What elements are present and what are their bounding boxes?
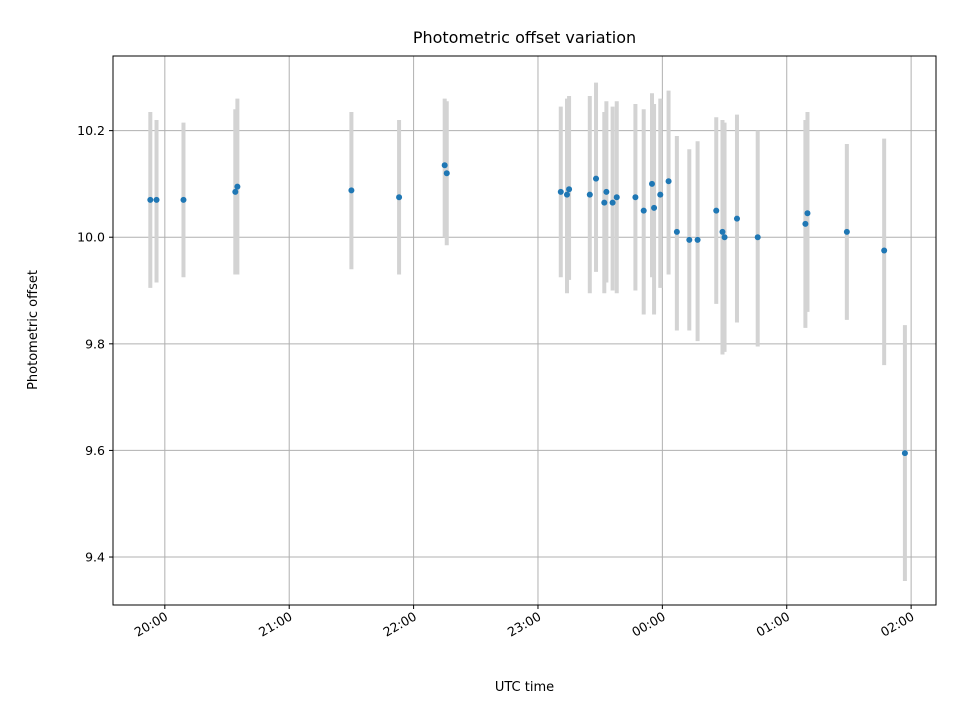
data-point xyxy=(754,234,761,241)
x-tick-label: 21:00 xyxy=(256,609,295,640)
data-point xyxy=(665,178,672,185)
data-point xyxy=(180,196,187,203)
error-bars xyxy=(148,82,907,582)
y-axis-label: Photometric offset xyxy=(26,270,41,390)
data-point xyxy=(632,194,639,201)
data-point xyxy=(651,204,658,211)
data-point xyxy=(603,188,610,195)
x-axis: 20:00 21:00 22:00 23:00 00:00 01:00 02:00 xyxy=(132,605,917,640)
data-point xyxy=(804,210,811,217)
y-tick-label: 9.6 xyxy=(85,443,105,458)
data-point xyxy=(586,191,593,198)
data-point xyxy=(609,199,616,206)
data-point xyxy=(713,207,720,214)
y-axis: 9.4 9.6 9.8 10.0 10.2 xyxy=(77,123,113,565)
grid xyxy=(113,56,936,605)
x-tick-label: 01:00 xyxy=(754,609,793,640)
data-point xyxy=(694,236,701,243)
data-point xyxy=(657,191,664,198)
data-point xyxy=(601,199,608,206)
x-tick-label: 22:00 xyxy=(380,609,419,640)
data-points xyxy=(147,162,908,457)
x-axis-label: UTC time xyxy=(495,680,554,695)
data-point xyxy=(648,180,655,187)
x-tick-label: 20:00 xyxy=(132,609,171,640)
data-point xyxy=(802,220,809,227)
data-point xyxy=(640,207,647,214)
y-tick-label: 10.2 xyxy=(77,123,105,138)
data-point xyxy=(396,194,403,201)
plot-frame xyxy=(112,55,937,606)
chart-title: Photometric offset variation xyxy=(413,28,636,47)
data-point xyxy=(721,234,728,241)
data-point xyxy=(901,450,908,457)
y-tick-label: 9.4 xyxy=(85,550,105,565)
data-point xyxy=(441,162,448,169)
data-point xyxy=(443,170,450,177)
x-tick-label: 00:00 xyxy=(629,609,668,640)
data-point xyxy=(153,196,160,203)
data-point xyxy=(593,175,600,182)
y-tick-label: 10.0 xyxy=(77,230,105,245)
data-point xyxy=(557,188,564,195)
data-point xyxy=(881,247,888,254)
data-point xyxy=(232,188,239,195)
data-point xyxy=(348,187,355,194)
data-point xyxy=(234,183,241,190)
data-point xyxy=(843,228,850,235)
x-tick-label: 02:00 xyxy=(878,609,917,640)
data-point xyxy=(566,186,573,193)
y-tick-label: 9.8 xyxy=(85,336,105,351)
data-point xyxy=(673,228,680,235)
x-tick-label: 23:00 xyxy=(505,609,544,640)
data-point xyxy=(719,228,726,235)
data-point xyxy=(147,196,154,203)
data-point xyxy=(613,194,620,201)
data-point xyxy=(563,191,570,198)
data-point xyxy=(733,215,740,222)
data-point xyxy=(686,236,693,243)
